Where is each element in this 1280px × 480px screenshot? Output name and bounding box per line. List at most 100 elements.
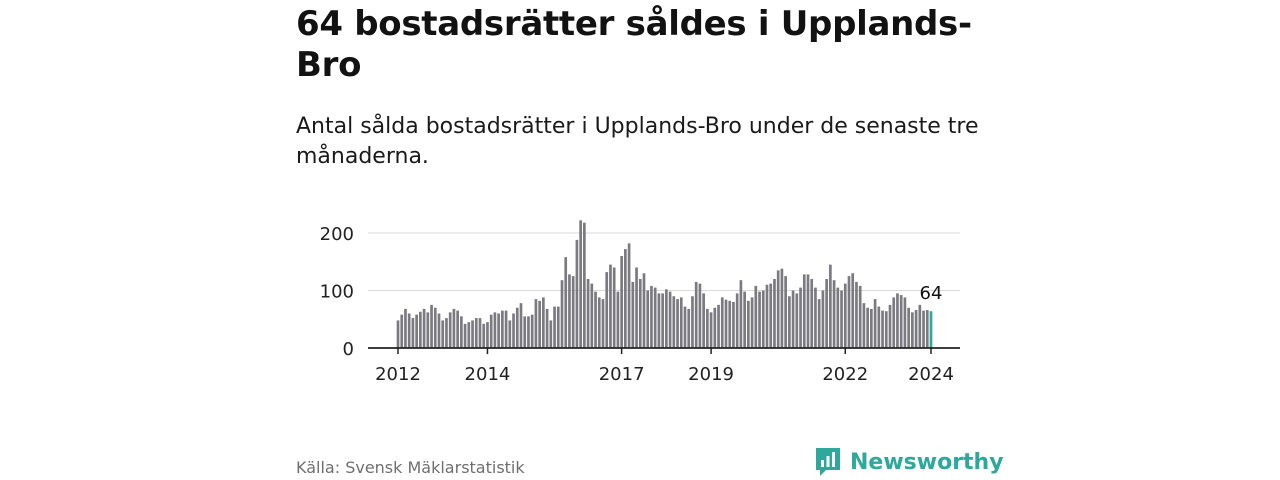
bar [456, 310, 459, 348]
bar [493, 312, 497, 348]
bar [575, 239, 579, 348]
bar [426, 312, 430, 348]
bar [445, 318, 448, 348]
bar [538, 300, 541, 348]
bar [433, 307, 437, 348]
bar [903, 297, 907, 348]
x-tick-label: 2024 [908, 364, 954, 385]
bar [404, 308, 407, 348]
bar [568, 274, 571, 348]
bar [624, 249, 627, 348]
bar [564, 257, 568, 348]
bar [486, 322, 489, 348]
bar [702, 293, 705, 348]
bar [549, 320, 553, 348]
bar [661, 293, 664, 348]
bar [422, 308, 426, 348]
bar [616, 291, 620, 348]
bar [579, 220, 582, 348]
bar [471, 320, 474, 348]
bar [706, 308, 709, 348]
bar [747, 300, 750, 348]
bar [605, 272, 609, 348]
bar [881, 310, 884, 348]
bar [430, 304, 433, 348]
bar [888, 304, 892, 348]
x-tick-label: 2012 [375, 364, 421, 385]
bar [553, 306, 556, 348]
bar [560, 280, 564, 348]
bar [467, 322, 471, 348]
bar [814, 287, 817, 348]
bar [590, 283, 594, 348]
bar [761, 290, 765, 348]
bar [877, 306, 881, 348]
brand-name: Newsworthy [850, 449, 1004, 475]
bar [784, 276, 787, 348]
y-tick-label: 100 [320, 282, 354, 303]
bar [474, 318, 478, 348]
bar [862, 303, 866, 348]
bar [653, 287, 657, 348]
bar [407, 313, 411, 348]
bar [773, 279, 776, 348]
bar [497, 313, 500, 348]
bar [802, 274, 806, 348]
bar [679, 297, 683, 348]
bar [545, 308, 549, 348]
bar [583, 222, 586, 348]
chart-subtitle: Antal sålda bostadsrätter i Upplands-Bro… [296, 114, 979, 169]
bar [911, 312, 914, 348]
bar [709, 312, 713, 348]
bar [501, 310, 504, 348]
bar [788, 296, 791, 348]
bar [847, 276, 851, 348]
bar-chart: 0 100 200 2012 2014 2017 2019 2022 2024 64 [320, 220, 960, 385]
bar [754, 285, 758, 348]
bar [896, 293, 899, 348]
bar [415, 314, 418, 348]
bar [594, 291, 597, 348]
bar [542, 297, 545, 348]
bar [609, 264, 612, 348]
y-tick-label: 0 [343, 339, 354, 360]
bar [825, 279, 828, 348]
bar [665, 289, 668, 348]
bar [612, 267, 616, 348]
bar [411, 318, 415, 348]
bar [840, 290, 843, 348]
bar [732, 302, 735, 348]
x-tick-label: 2014 [465, 364, 511, 385]
bar [515, 307, 519, 348]
bar [668, 291, 672, 348]
bar [758, 291, 761, 348]
bar [914, 310, 918, 348]
brand-logo[interactable]: Newsworthy [814, 446, 1004, 478]
bar [884, 311, 888, 348]
bar [489, 314, 493, 348]
bar [795, 293, 799, 348]
bar [534, 299, 538, 348]
bar [821, 290, 825, 348]
bar [687, 308, 691, 348]
bar [724, 299, 728, 348]
bar [441, 320, 445, 348]
bar [512, 313, 515, 348]
bar [743, 291, 746, 348]
bar [799, 287, 802, 348]
bar [694, 281, 698, 348]
bar [448, 312, 452, 348]
bar [463, 323, 467, 348]
bar [810, 279, 814, 348]
source-note: Källa: Svensk Mäklarstatistik [296, 458, 525, 477]
bar [519, 303, 523, 348]
bar [855, 281, 858, 348]
bar [646, 290, 650, 348]
bar [739, 280, 743, 348]
bar [504, 310, 508, 348]
bar [851, 273, 855, 348]
bar [631, 281, 635, 348]
bar [843, 283, 847, 348]
bar [858, 285, 862, 348]
bar [836, 287, 840, 348]
